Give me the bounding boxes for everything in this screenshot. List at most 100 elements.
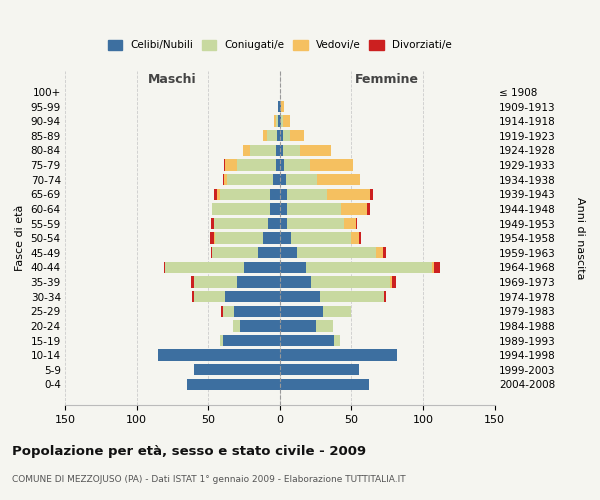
Bar — [280, 306, 323, 317]
Bar — [223, 174, 224, 186]
Bar — [280, 276, 311, 287]
Bar — [284, 160, 310, 170]
Bar — [221, 306, 223, 317]
Bar — [212, 247, 259, 258]
Bar — [164, 262, 165, 273]
Y-axis label: Fasce di età: Fasce di età — [15, 205, 25, 272]
Bar — [220, 188, 270, 200]
Bar — [280, 364, 359, 376]
Bar — [277, 130, 280, 141]
Text: COMUNE DI MEZZOJUSO (PA) - Dati ISTAT 1° gennaio 2009 - Elaborazione TUTTITALIA.: COMUNE DI MEZZOJUSO (PA) - Dati ISTAT 1°… — [12, 476, 406, 484]
Bar — [280, 378, 368, 390]
Bar — [327, 188, 370, 200]
Text: Femmine: Femmine — [355, 73, 419, 86]
Bar — [233, 320, 240, 332]
Bar — [280, 116, 281, 127]
Bar — [223, 306, 234, 317]
Bar — [311, 276, 390, 287]
Bar — [194, 291, 226, 302]
Bar — [334, 335, 340, 346]
Bar — [283, 144, 300, 156]
Bar — [237, 160, 275, 170]
Bar — [214, 188, 217, 200]
Bar — [291, 232, 352, 244]
Bar — [209, 232, 214, 244]
Bar — [376, 247, 383, 258]
Bar — [274, 116, 275, 127]
Bar — [280, 144, 283, 156]
Bar — [352, 232, 359, 244]
Bar — [286, 174, 317, 186]
Bar — [281, 101, 284, 112]
Bar — [234, 306, 280, 317]
Bar — [310, 160, 353, 170]
Bar — [193, 291, 194, 302]
Bar — [300, 144, 331, 156]
Bar — [356, 218, 357, 229]
Text: Maschi: Maschi — [148, 73, 197, 86]
Bar — [290, 130, 304, 141]
Bar — [383, 247, 386, 258]
Bar — [259, 247, 280, 258]
Bar — [224, 174, 227, 186]
Bar — [224, 160, 226, 170]
Bar — [280, 130, 283, 141]
Bar — [280, 188, 287, 200]
Bar — [281, 116, 283, 127]
Bar — [280, 101, 281, 112]
Bar — [431, 262, 434, 273]
Bar — [220, 335, 223, 346]
Bar — [280, 160, 284, 170]
Bar — [227, 174, 272, 186]
Bar — [214, 218, 268, 229]
Legend: Celibi/Nubili, Coniugati/e, Vedovi/e, Divorziati/e: Celibi/Nubili, Coniugati/e, Vedovi/e, Di… — [104, 36, 456, 54]
Bar — [268, 218, 280, 229]
Bar — [275, 144, 280, 156]
Bar — [278, 116, 280, 127]
Bar — [212, 203, 270, 214]
Bar — [211, 218, 214, 229]
Bar — [226, 160, 237, 170]
Bar — [226, 291, 280, 302]
Bar — [280, 203, 287, 214]
Bar — [263, 130, 267, 141]
Bar — [280, 174, 286, 186]
Bar — [283, 116, 290, 127]
Bar — [434, 262, 440, 273]
Bar — [275, 160, 280, 170]
Bar — [316, 320, 333, 332]
Bar — [158, 350, 280, 361]
Bar — [370, 188, 373, 200]
Bar — [287, 188, 327, 200]
Bar — [267, 130, 277, 141]
Bar — [320, 291, 385, 302]
Bar — [280, 232, 291, 244]
Bar — [187, 378, 280, 390]
Bar — [341, 203, 367, 214]
Bar — [270, 203, 280, 214]
Bar — [317, 174, 360, 186]
Bar — [287, 203, 341, 214]
Bar — [385, 291, 386, 302]
Bar — [250, 144, 275, 156]
Bar — [305, 262, 431, 273]
Text: Popolazione per età, sesso e stato civile - 2009: Popolazione per età, sesso e stato civil… — [12, 445, 366, 458]
Bar — [323, 306, 352, 317]
Bar — [280, 350, 397, 361]
Bar — [367, 203, 370, 214]
Bar — [270, 188, 280, 200]
Bar — [217, 188, 220, 200]
Bar — [287, 218, 344, 229]
Bar — [280, 247, 297, 258]
Bar — [297, 247, 376, 258]
Bar — [344, 218, 356, 229]
Bar — [223, 335, 280, 346]
Bar — [165, 262, 244, 273]
Bar — [280, 335, 334, 346]
Bar — [278, 101, 280, 112]
Bar — [280, 218, 287, 229]
Bar — [272, 174, 280, 186]
Bar — [244, 262, 280, 273]
Bar — [211, 247, 212, 258]
Y-axis label: Anni di nascita: Anni di nascita — [575, 197, 585, 280]
